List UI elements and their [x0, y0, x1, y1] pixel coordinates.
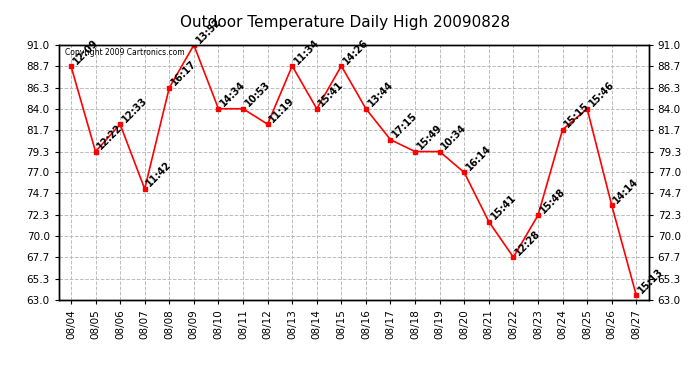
Text: 17:15: 17:15 — [391, 111, 420, 140]
Text: 11:34: 11:34 — [292, 37, 321, 66]
Text: 16:14: 16:14 — [464, 144, 493, 172]
Text: 13:52: 13:52 — [194, 16, 223, 45]
Text: 10:34: 10:34 — [440, 123, 469, 152]
Text: Outdoor Temperature Daily High 20090828: Outdoor Temperature Daily High 20090828 — [180, 15, 510, 30]
Text: 12:09: 12:09 — [71, 37, 100, 66]
Text: 16:17: 16:17 — [169, 59, 198, 88]
Text: 14:34: 14:34 — [219, 80, 248, 109]
Text: 14:14: 14:14 — [612, 176, 641, 205]
Text: 15:15: 15:15 — [562, 101, 591, 130]
Text: 11:42: 11:42 — [145, 160, 174, 189]
Text: 13:44: 13:44 — [366, 80, 395, 109]
Text: 15:49: 15:49 — [415, 123, 444, 152]
Text: Copyright 2009 Cartronics.com: Copyright 2009 Cartronics.com — [65, 48, 184, 57]
Text: 12:28: 12:28 — [513, 228, 542, 257]
Text: 14:26: 14:26 — [342, 37, 371, 66]
Text: 15:41: 15:41 — [489, 193, 518, 222]
Text: 12:22: 12:22 — [95, 123, 124, 152]
Text: 11:19: 11:19 — [268, 95, 297, 124]
Text: 10:53: 10:53 — [243, 80, 272, 109]
Text: 15:48: 15:48 — [538, 186, 567, 215]
Text: 12:33: 12:33 — [120, 95, 149, 124]
Text: 15:41: 15:41 — [317, 80, 346, 109]
Text: 15:13: 15:13 — [636, 267, 665, 296]
Text: 15:46: 15:46 — [587, 80, 616, 109]
